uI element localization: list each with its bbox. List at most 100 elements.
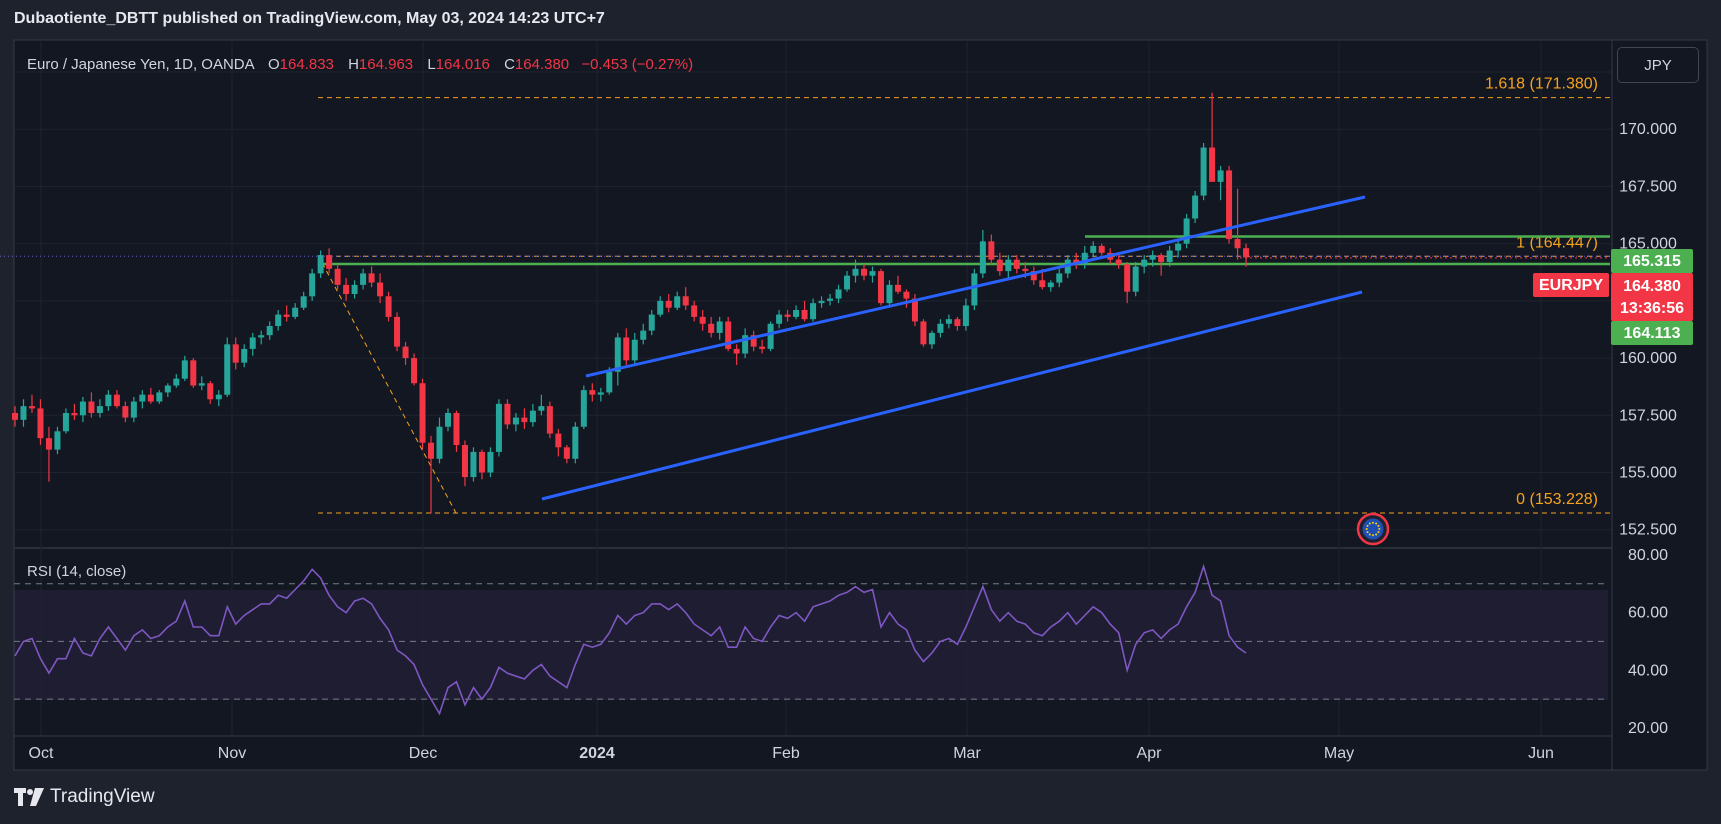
currency-button[interactable]: JPY — [1617, 47, 1699, 83]
candle-body — [810, 303, 817, 320]
rsi-title[interactable]: RSI (14, close) — [27, 563, 127, 580]
candle-body — [394, 316, 401, 347]
candle-body — [1090, 245, 1097, 253]
symbol-tag: EURJPY — [1539, 277, 1603, 294]
candle-body — [861, 268, 867, 276]
price-tick-label: 160.000 — [1619, 350, 1677, 367]
footer-brand[interactable]: TradingView — [14, 786, 155, 808]
candle-body — [232, 344, 239, 363]
candle-body — [589, 390, 596, 395]
horizontal-levels — [0, 235, 1610, 266]
price-tick-label: 165.000 — [1619, 236, 1677, 253]
candle-body — [1200, 147, 1207, 196]
candle-body — [88, 401, 95, 413]
eu-star — [1365, 528, 1368, 530]
candle-body — [555, 433, 562, 448]
candle-body — [419, 383, 426, 443]
candle-body — [461, 445, 468, 478]
eu-star — [1377, 531, 1380, 534]
fib-level-label: 0 (153.228) — [1516, 491, 1598, 508]
time-tick-label: Oct — [29, 745, 54, 762]
candle-body — [937, 323, 944, 333]
high-value: 164.963 — [358, 56, 414, 73]
candle-body — [1030, 271, 1037, 281]
upper-level-tag-bg — [1611, 249, 1693, 273]
candle-body — [28, 406, 35, 409]
low-label: L — [427, 56, 436, 73]
ascending-channel — [541, 195, 1366, 501]
candle-body — [725, 321, 732, 349]
channel-upper-line[interactable] — [585, 195, 1366, 378]
candle-body — [470, 451, 477, 478]
candle-body — [920, 321, 927, 345]
candle-body — [402, 346, 409, 359]
candle-body — [827, 298, 834, 301]
candle-body — [343, 284, 350, 294]
price-tick-label: 170.000 — [1619, 121, 1677, 138]
eu-flag-icon[interactable] — [1356, 512, 1390, 546]
fib-trend-line[interactable] — [317, 254, 457, 514]
candle-body — [563, 447, 570, 459]
eu-star — [1372, 521, 1374, 524]
eu-star — [1368, 522, 1371, 525]
candle-body — [801, 310, 808, 320]
countdown-tag: 13:36:56 — [1620, 300, 1684, 317]
price-tick-label: 155.000 — [1619, 464, 1677, 481]
low-value: 164.016 — [435, 56, 490, 73]
price-tick-label: 157.500 — [1619, 407, 1677, 424]
high-label: H — [348, 56, 359, 73]
candle-body — [96, 406, 103, 413]
candle-body — [385, 296, 392, 317]
symbol-name: Euro / Japanese Yen, 1D, OANDA — [27, 56, 254, 73]
time-tick-label: Jun — [1528, 745, 1554, 762]
candle-body — [512, 417, 519, 425]
candle-body — [877, 271, 884, 304]
candle-body — [631, 339, 638, 361]
candle-body — [529, 410, 536, 423]
candle-body — [487, 451, 494, 473]
candle-body — [360, 273, 367, 285]
candle-body — [665, 300, 672, 308]
candle-body — [147, 394, 154, 402]
candle-body — [241, 348, 248, 363]
candle-body — [317, 255, 324, 274]
candle-body — [538, 406, 545, 411]
eu-star — [1375, 522, 1378, 525]
candle-body — [351, 284, 358, 294]
eu-star — [1372, 534, 1374, 537]
price-tick-label: 152.500 — [1619, 522, 1677, 539]
candle-body — [207, 383, 214, 400]
candle-body — [173, 378, 180, 386]
candle-body — [113, 394, 120, 407]
last-price-tag: 164.380 — [1623, 278, 1681, 295]
candle-body — [835, 289, 842, 299]
candlesticks — [12, 92, 1250, 514]
rsi-tick-label: 60.00 — [1628, 605, 1668, 622]
eu-star — [1375, 533, 1378, 536]
symbol-legend[interactable]: Euro / Japanese Yen, 1D, OANDA O164.833 … — [27, 56, 693, 73]
candle-body — [614, 337, 621, 372]
candle-body — [945, 319, 952, 324]
rsi-band-fill — [14, 590, 1608, 700]
channel-lower-line[interactable] — [541, 290, 1363, 501]
candle-body — [79, 401, 86, 416]
candle-body — [996, 259, 1003, 272]
time-tick-label: Mar — [953, 745, 981, 762]
candle-body — [283, 314, 290, 317]
candle-body — [572, 426, 579, 459]
candle-body — [903, 291, 910, 299]
rsi-bands — [14, 583, 1608, 700]
main-pane[interactable] — [13, 39, 1708, 771]
symbol-tag-bg — [1533, 273, 1609, 297]
candle-body — [928, 332, 935, 345]
candle-body — [130, 401, 137, 418]
candle-body — [1166, 250, 1173, 262]
rsi-axis: 80.00 60.00 40.00 20.00 — [1628, 547, 1668, 737]
candle-body — [1183, 218, 1190, 244]
candle-body — [623, 337, 630, 361]
candle-body — [198, 383, 205, 386]
candle-body — [580, 390, 587, 427]
candle-body — [292, 307, 299, 317]
candle-body — [156, 392, 163, 402]
